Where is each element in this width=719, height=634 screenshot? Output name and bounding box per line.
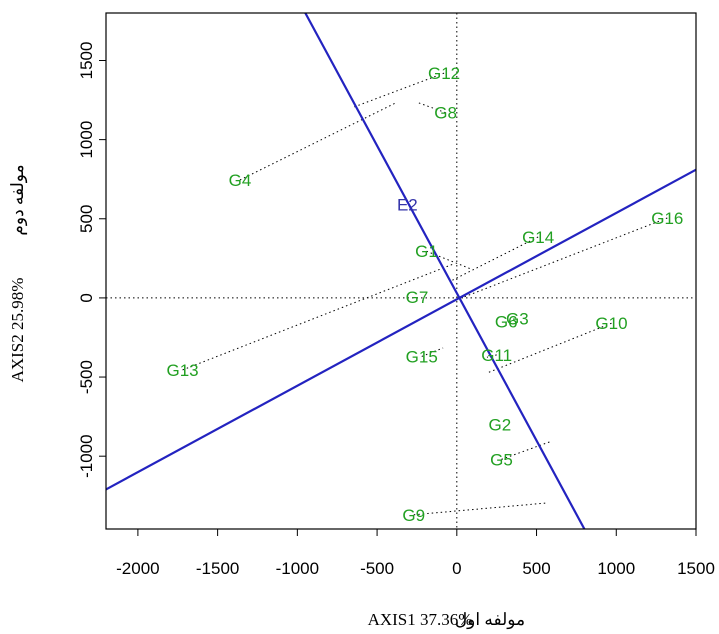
projection-line-g8: [416, 101, 446, 114]
point-label-g3: G3: [506, 309, 529, 328]
x-tick-label: -1500: [196, 559, 239, 578]
x-tick-label: -2000: [116, 559, 159, 578]
biplot-axis-line: [304, 12, 586, 530]
point-labels: G1 G2 G3 G4 G5 G6 G7 G8 G9 G10 G11 G12 G13 G14 G15 G16 E…: [166, 64, 683, 525]
point-label-g5: G5: [490, 450, 513, 469]
x-tick-label: 1000: [597, 559, 635, 578]
x-tick-label: -1000: [276, 559, 319, 578]
point-label-g4: G4: [229, 171, 252, 190]
point-label-e2: E2: [397, 196, 418, 215]
x-axis: -2000 -1500 -1000 -500 0 500 1000 1500: [116, 528, 715, 578]
point-label-g9: G9: [402, 506, 425, 525]
point-label-g12: G12: [428, 64, 460, 83]
point-label-g14: G14: [522, 228, 554, 247]
x-tick-label: 1500: [677, 559, 715, 578]
y-tick-label: -500: [77, 360, 96, 394]
y-tick-label: 500: [77, 205, 96, 233]
point-label-g10: G10: [595, 314, 627, 333]
projection-line-g1: [426, 250, 472, 270]
projection-line-g16: [461, 217, 668, 299]
projection-line-g4: [239, 102, 396, 181]
x-axis-title-persian: مولفه اول: [455, 610, 525, 630]
projection-line-g14: [449, 236, 539, 282]
point-label-g2: G2: [489, 416, 512, 435]
axis-lines: [105, 12, 697, 530]
x-tick-label: 0: [452, 559, 461, 578]
point-label-g11: G11: [481, 346, 512, 365]
plot-frame: [105, 12, 697, 530]
y-axis-title: AXIS2 25.98%: [8, 278, 27, 383]
point-label-g15: G15: [406, 347, 438, 366]
point-label-g6: G6: [495, 313, 518, 332]
projection-line-g13: [182, 263, 453, 371]
y-tick-label: 1000: [77, 121, 96, 159]
y-axis-title-persian: مولفه دوم: [8, 164, 28, 235]
y-tick-label: 0: [77, 293, 96, 302]
x-axis-title: AXIS1 37.36%: [368, 610, 473, 629]
x-tick-label: -500: [360, 559, 394, 578]
y-tick-label: -1000: [77, 434, 96, 477]
point-label-g1: G1: [415, 242, 438, 261]
point-label-g13: G13: [166, 361, 198, 380]
point-label-g8: G8: [434, 104, 457, 123]
y-axis: -1000 -500 0 500 1000 1500: [77, 42, 107, 478]
projection-line-g9: [413, 502, 548, 516]
x-tick-label: 500: [522, 559, 550, 578]
reference-lines: [106, 13, 696, 529]
y-tick-label: 1500: [77, 42, 96, 80]
projection-line-g15: [421, 347, 444, 357]
biplot-axis-line: [105, 168, 697, 491]
point-label-g7: G7: [406, 288, 429, 307]
point-label-g16: G16: [651, 209, 683, 228]
